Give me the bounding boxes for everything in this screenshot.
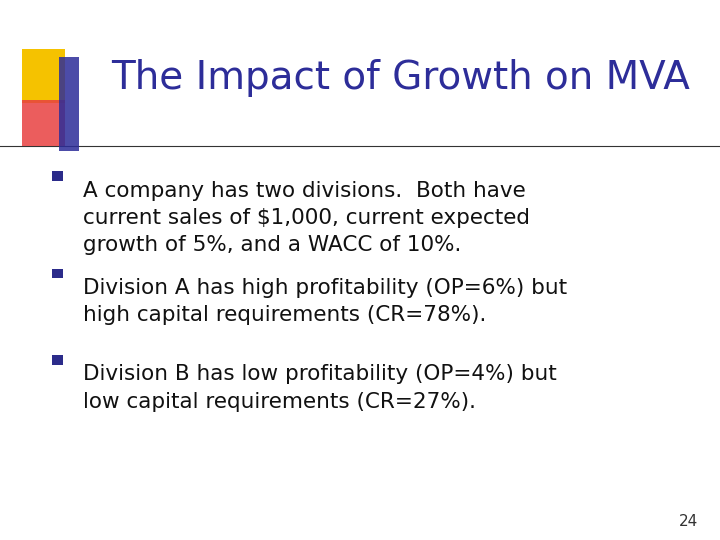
FancyBboxPatch shape xyxy=(52,171,63,181)
FancyBboxPatch shape xyxy=(52,355,63,365)
Text: The Impact of Growth on MVA: The Impact of Growth on MVA xyxy=(112,59,690,97)
FancyBboxPatch shape xyxy=(52,268,63,278)
Text: Division A has high profitability (OP=6%) but
high capital requirements (CR=78%): Division A has high profitability (OP=6%… xyxy=(83,278,567,325)
FancyBboxPatch shape xyxy=(22,100,65,146)
Text: A company has two divisions.  Both have
current sales of $1,000, current expecte: A company has two divisions. Both have c… xyxy=(83,181,530,255)
FancyBboxPatch shape xyxy=(59,57,79,151)
Text: Division B has low profitability (OP=4%) but
low capital requirements (CR=27%).: Division B has low profitability (OP=4%)… xyxy=(83,364,557,411)
FancyBboxPatch shape xyxy=(22,49,65,103)
Text: 24: 24 xyxy=(679,514,698,529)
